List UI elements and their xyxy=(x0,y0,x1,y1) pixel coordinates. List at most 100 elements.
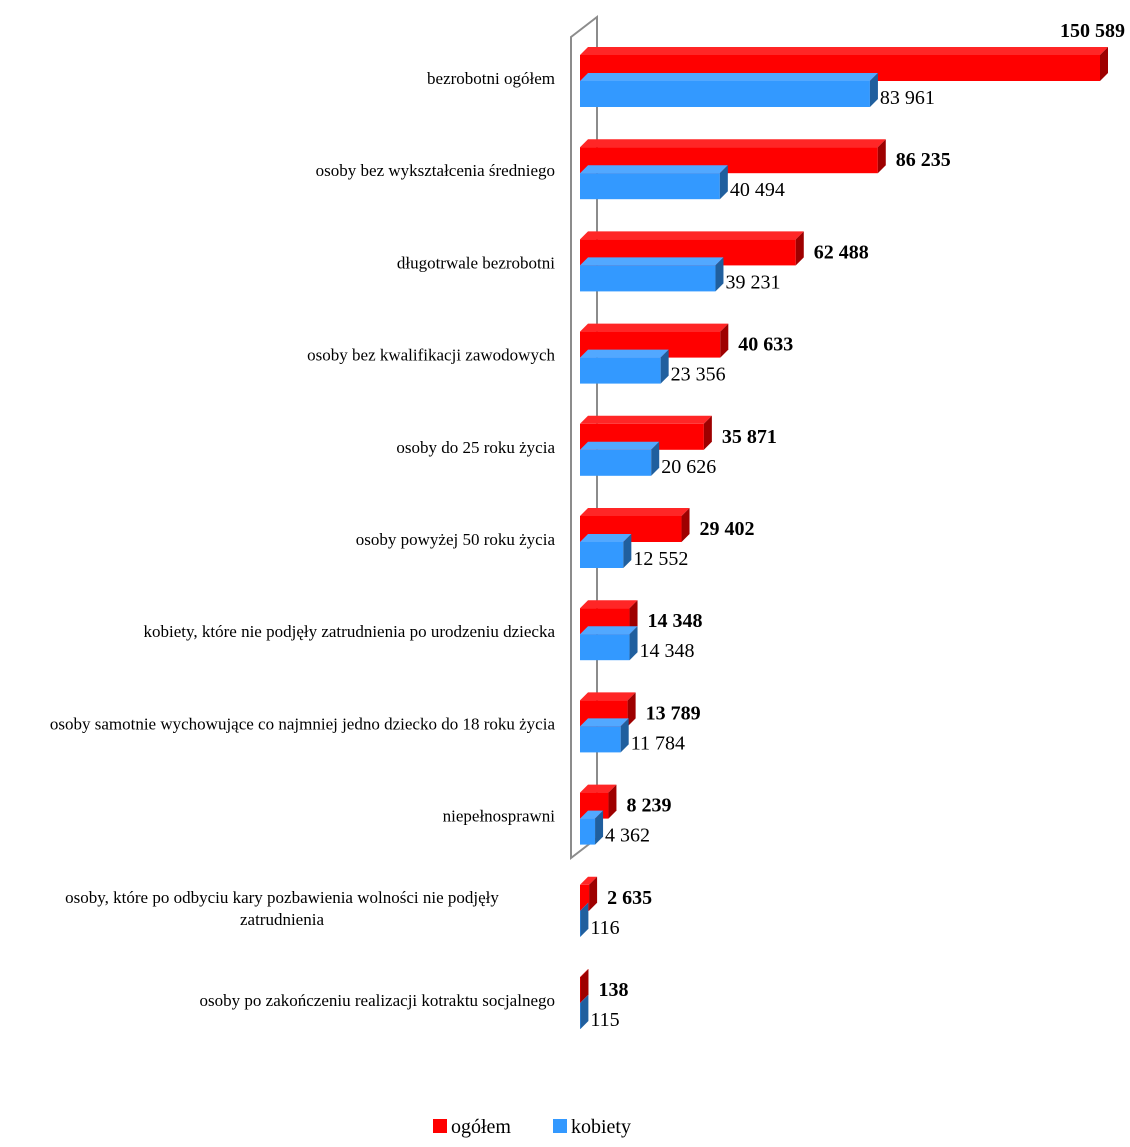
bar-kobiety-1-top xyxy=(580,165,728,174)
value-labels: 150 589 83 961 86 235 40 494 62 488 39 231 40 … xyxy=(590,20,1125,1031)
value-label-kobiety-0: 83 961 xyxy=(880,87,935,109)
bar-kobiety-8-side xyxy=(595,810,604,845)
bar-ogolem-6-side xyxy=(629,600,638,635)
category-label-0: bezrobotni ogółem xyxy=(427,69,555,88)
bar-kobiety-7 xyxy=(580,718,629,753)
bar-ogolem-7-top xyxy=(580,692,636,701)
bar-kobiety-4-front xyxy=(580,449,652,476)
bar-kobiety-6-side xyxy=(629,626,638,661)
bar-kobiety-9 xyxy=(580,902,589,937)
bar-ogolem-3-top xyxy=(580,323,729,332)
bar-kobiety-6 xyxy=(580,626,638,661)
legend-kobiety-label: kobiety xyxy=(571,1116,631,1138)
value-label-kobiety-4: 20 626 xyxy=(661,456,716,478)
category-label-1: osoby bez wykształcenia średniego xyxy=(316,161,555,180)
bar-kobiety-10-top xyxy=(580,995,589,1003)
category-label-8: niepełnosprawni xyxy=(443,807,556,826)
value-label-ogolem-4: 35 871 xyxy=(722,426,777,448)
bar-kobiety-0 xyxy=(580,73,878,107)
legend-ogolem-swatch xyxy=(433,1119,447,1133)
bar-kobiety-0-top xyxy=(580,73,878,81)
value-label-kobiety-8: 4 362 xyxy=(605,825,650,847)
bar-kobiety-2-top xyxy=(580,257,724,266)
bar-kobiety-9-top xyxy=(580,902,589,911)
bar-ogolem-10-top xyxy=(580,969,589,977)
value-label-kobiety-2: 39 231 xyxy=(725,271,780,293)
bar-ogolem-6-top xyxy=(580,600,638,609)
value-label-ogolem-2: 62 488 xyxy=(814,241,869,263)
bar-ogolem-1-top xyxy=(580,139,886,148)
bar-kobiety-7-side xyxy=(620,718,629,753)
legend-ogolem-label: ogółem xyxy=(451,1116,511,1138)
category-label-9: osoby, które po odbyciu kary pozbawienia… xyxy=(65,888,499,929)
bar-kobiety-8-top xyxy=(580,810,604,819)
category-labels: bezrobotni ogółem osoby bez wykształcenia… xyxy=(50,69,556,1010)
bar-kobiety-7-top xyxy=(580,718,629,727)
bar-kobiety-1-side xyxy=(719,165,728,200)
value-label-kobiety-10: 115 xyxy=(590,1009,619,1031)
bar-ogolem-0-top xyxy=(580,47,1108,55)
bar-kobiety-9-front xyxy=(580,910,581,937)
bar-kobiety-9-side xyxy=(580,902,589,937)
legend-kobiety-swatch xyxy=(553,1119,567,1133)
bar-ogolem-4-top xyxy=(580,415,712,424)
category-label-3: osoby bez kwalifikacji zawodowych xyxy=(307,346,555,365)
bar-kobiety-10 xyxy=(580,995,589,1029)
bar-kobiety-5 xyxy=(580,534,632,568)
bar-ogolem-0-side xyxy=(1100,47,1108,81)
bar-kobiety-0-side xyxy=(869,73,878,107)
bar-kobiety-5-top xyxy=(580,534,632,542)
bar-ogolem-2-side xyxy=(795,231,804,266)
value-label-ogolem-0: 150 589 xyxy=(1060,20,1125,42)
value-label-ogolem-1: 86 235 xyxy=(896,149,951,171)
value-label-ogolem-3: 40 633 xyxy=(738,334,793,356)
bar-ogolem-4-side xyxy=(703,415,712,450)
bar-ogolem-5-top xyxy=(580,508,690,516)
bar-kobiety-10-side xyxy=(580,995,589,1029)
bar-ogolem-8-side xyxy=(608,784,617,819)
value-label-ogolem-5: 29 402 xyxy=(700,518,755,540)
bar-ogolem-5-side xyxy=(681,508,690,542)
category-label-2: długotrwale bezrobotni xyxy=(397,253,555,272)
category-label-10: osoby po zakończeniu realizacji kotraktu… xyxy=(200,991,555,1010)
bar-ogolem-9-side xyxy=(589,876,598,911)
bar-kobiety-4-side xyxy=(651,441,660,476)
bar-kobiety-3-top xyxy=(580,349,669,358)
bar-ogolem-1-side xyxy=(877,139,886,174)
bar-ogolem-8-top xyxy=(580,784,617,793)
value-label-kobiety-7: 11 784 xyxy=(631,732,685,754)
bar-kobiety-4-top xyxy=(580,441,660,450)
bar-kobiety-7-front xyxy=(580,726,621,753)
bar-kobiety-10-front xyxy=(580,1003,581,1029)
value-label-kobiety-5: 12 552 xyxy=(633,548,688,570)
bar-kobiety-2-side xyxy=(715,257,724,292)
value-label-kobiety-6: 14 348 xyxy=(640,640,695,662)
bar-kobiety-3-front xyxy=(580,357,661,384)
bar-kobiety-6-front xyxy=(580,634,630,661)
bar-kobiety-3-side xyxy=(660,349,669,384)
value-label-ogolem-9: 2 635 xyxy=(607,887,652,909)
bar-kobiety-3 xyxy=(580,349,669,384)
value-label-kobiety-3: 23 356 xyxy=(671,364,726,386)
value-label-ogolem-6: 14 348 xyxy=(648,610,703,632)
category-label-5: osoby powyżej 50 roku życia xyxy=(356,530,556,549)
bar-ogolem-10 xyxy=(580,969,589,1003)
value-label-kobiety-9: 116 xyxy=(590,917,619,939)
legend: ogółem kobiety xyxy=(433,1116,631,1138)
bar-kobiety-2-front xyxy=(580,265,716,292)
bar-ogolem-7-side xyxy=(627,692,636,727)
value-label-kobiety-1: 40 494 xyxy=(730,179,785,201)
category-label-line: osoby, które po odbyciu kary pozbawienia… xyxy=(65,888,499,907)
value-label-ogolem-10: 138 xyxy=(598,979,628,1001)
category-label-6: kobiety, które nie podjęły zatrudnienia … xyxy=(144,622,556,641)
value-label-ogolem-7: 13 789 xyxy=(646,702,701,724)
bar-kobiety-8-front xyxy=(580,818,596,845)
bar-kobiety-2 xyxy=(580,257,724,292)
bar-kobiety-1 xyxy=(580,165,728,200)
bar-ogolem-9-top xyxy=(580,876,598,885)
value-label-ogolem-8: 8 239 xyxy=(626,795,671,817)
bar-ogolem-9-front xyxy=(580,884,590,911)
bar-kobiety-5-side xyxy=(623,534,632,568)
bars xyxy=(580,47,1108,1029)
